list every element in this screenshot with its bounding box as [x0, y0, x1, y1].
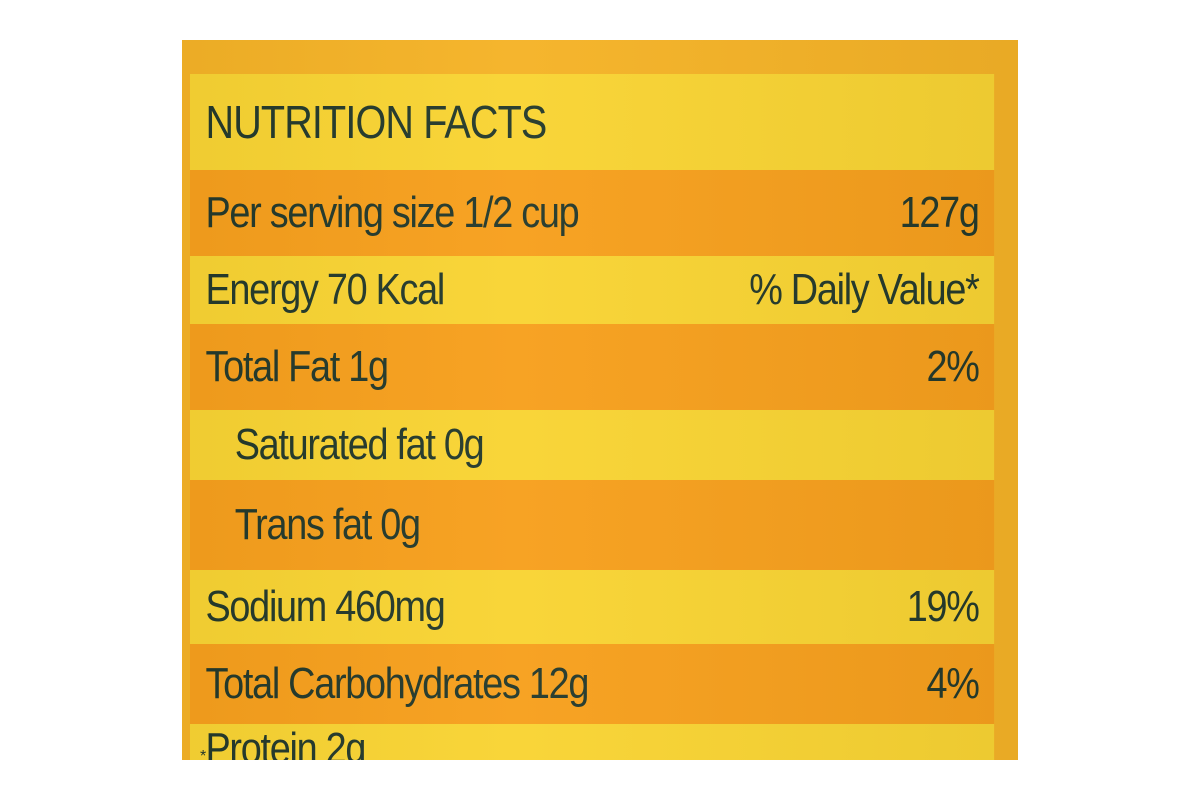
row-name: Per serving size 1/2 cup: [205, 188, 579, 237]
nutrition-row-serving: Per serving size 1/2 cup 127g: [190, 170, 995, 256]
row-value: 127g: [899, 188, 980, 237]
row-name: Total Carbohydrates 12g: [205, 659, 589, 708]
row-name: Trans fat 0g: [234, 500, 421, 549]
row-name: Sodium 460mg: [205, 582, 445, 631]
nutrition-row-sodium: Sodium 460mg 19%: [190, 570, 995, 644]
nutrition-row-carbohydrates: Total Carbohydrates 12g 4%: [190, 644, 995, 724]
nutrition-row-trans-fat: Trans fat 0g: [190, 480, 995, 570]
nutrition-row-saturated-fat: Saturated fat 0g: [190, 410, 995, 480]
nutrition-row-energy: Energy 70 Kcal % Daily Value*: [190, 256, 995, 324]
row-name: Saturated fat 0g: [234, 420, 485, 469]
row-name: Energy 70 Kcal: [205, 265, 445, 314]
row-value: 19%: [906, 582, 980, 631]
row-value: 4%: [926, 659, 980, 708]
row-value: 2%: [926, 342, 980, 391]
row-value: % Daily Value*: [749, 265, 980, 314]
row-name: Protein 2g: [205, 724, 366, 760]
row-name: Total Fat 1g: [205, 342, 389, 391]
footnote-mark: *: [200, 748, 207, 760]
nutrition-label: NUTRITION FACTS Per serving size 1/2 cup…: [182, 40, 1018, 760]
nutrition-row-total-fat: Total Fat 1g 2%: [190, 324, 995, 410]
nutrition-title: NUTRITION FACTS: [190, 74, 995, 170]
nutrition-row-protein: Protein 2g: [190, 724, 995, 760]
